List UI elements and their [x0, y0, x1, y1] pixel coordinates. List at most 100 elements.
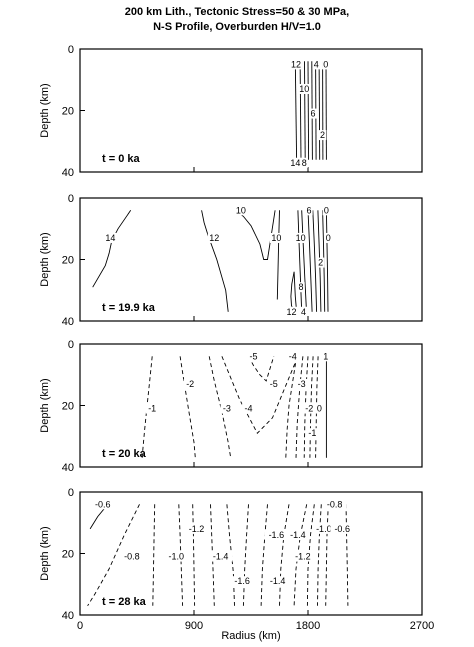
contour-label-bg: [291, 551, 315, 562]
contour-label: -1.4: [290, 530, 306, 540]
contour-line: [235, 209, 276, 260]
contour-line: [306, 504, 315, 606]
contour-line: [299, 61, 302, 160]
contour-line: [318, 61, 321, 160]
contour-label-bg: [208, 551, 233, 562]
contour-label: -1.4: [213, 552, 229, 562]
contour-line: [152, 504, 156, 606]
contour-label: -1.2: [189, 524, 205, 534]
contour-label-bg: [297, 83, 311, 94]
contour-line: [248, 356, 275, 382]
contour-line: [301, 210, 307, 312]
contour-line: [92, 210, 132, 288]
contour-label-bg: [145, 403, 159, 414]
contour-label-bg: [300, 157, 308, 168]
contour-label: -3: [223, 404, 231, 414]
contour-label: 12: [209, 233, 219, 243]
y-axis-label: Depth (km): [39, 378, 51, 432]
panel-time-label: t = 28 ka: [102, 596, 147, 608]
y-tick-label: 40: [62, 167, 74, 179]
contour-line: [221, 356, 299, 434]
contour-label: -1.2: [295, 552, 311, 562]
contour-line: [279, 504, 290, 606]
contour-label: 0: [323, 59, 328, 69]
panel-3: 0 20 40 Depth (km) -5 -4 1 -2 -5 -3 -1 -3 -4 -2 0 -1 t =…: [39, 339, 423, 474]
contour-label: -1: [148, 404, 156, 414]
contour-line: [276, 210, 280, 300]
contour-label: -1.6: [269, 530, 285, 540]
panel-time-label: t = 20 ka: [102, 448, 147, 460]
contour-label: 8: [299, 282, 304, 292]
contour-label: 14: [105, 233, 115, 243]
contour-label-bg: [247, 351, 260, 362]
contour-line: [192, 504, 196, 606]
contour-label-bg: [264, 530, 289, 541]
contour-label: -4: [289, 351, 297, 361]
contour-label-bg: [322, 205, 331, 216]
figure-title-line2: N-S Profile, Overburden H/V=1.0: [153, 21, 321, 33]
contour-label: -1.0: [169, 552, 185, 562]
contour-label-bg: [297, 282, 305, 293]
y-axis-label: Depth (km): [39, 526, 51, 580]
contour-label-bg: [220, 403, 234, 414]
contour-line: [307, 210, 313, 312]
y-tick-label: 40: [62, 316, 74, 328]
contour-label-bg: [322, 499, 347, 510]
y-tick-label: 20: [62, 255, 74, 267]
y-tick-label: 40: [62, 610, 74, 622]
contour-label-bg: [309, 108, 317, 119]
contour-label: 10: [299, 84, 309, 94]
contour-label-bg: [288, 157, 302, 168]
contour-label: 0: [326, 233, 331, 243]
contour-label-bg: [164, 551, 189, 562]
y-tick-label: 20: [62, 549, 74, 561]
contour-label: -2: [186, 379, 194, 389]
contour-label: 10: [236, 205, 246, 215]
contour-line: [312, 210, 318, 312]
y-tick-label: 40: [62, 462, 74, 474]
contour-line: [295, 356, 304, 458]
panel-time-label: t = 0 ka: [102, 153, 140, 165]
contour-label: -0.8: [124, 552, 140, 562]
x-axis-label: Radius (km): [221, 630, 280, 642]
contour-label: 4: [314, 59, 319, 69]
x-tick-label: 1800: [296, 620, 320, 632]
contour-label-bg: [318, 130, 327, 141]
contour-label-bg: [299, 306, 308, 317]
contour-line: [325, 504, 329, 606]
contour-label: 10: [296, 233, 306, 243]
contour-line: [87, 504, 140, 607]
contour-label-bg: [324, 232, 332, 243]
contour-line: [304, 61, 306, 160]
contour-label-bg: [294, 232, 308, 243]
contour-label: 8: [302, 158, 307, 168]
contour-label: 2: [318, 258, 323, 268]
contour-label-bg: [316, 257, 325, 268]
contour-label: 2: [320, 130, 325, 140]
y-axis-label: Depth (km): [39, 83, 51, 137]
x-tick-label: 0: [77, 620, 83, 632]
contour-line: [210, 504, 215, 606]
contour-line: [260, 504, 268, 606]
figure-title-line1: 200 km Lith., Tectonic Stress=50 & 30 MP…: [125, 6, 349, 18]
contour-label: 6: [307, 205, 312, 215]
contour-label-bg: [286, 351, 300, 362]
contour-line: [293, 271, 298, 312]
y-axis-label: Depth (km): [39, 232, 51, 286]
contour-label-bg: [265, 576, 290, 587]
contour-label-bg: [305, 205, 313, 216]
contour-line: [242, 504, 249, 606]
contour-label: 4: [301, 307, 306, 317]
contour-label: -5: [250, 351, 258, 361]
contour-line: [285, 356, 298, 458]
contour-label: -0.8: [327, 499, 343, 509]
contour-label-bg: [230, 576, 254, 587]
y-tick-label: 0: [68, 193, 74, 205]
contour-label-bg: [269, 232, 283, 243]
y-tick-label: 20: [62, 401, 74, 413]
panel-2: 0 20 40 Depth (km) 14 10 12 10 6 0 10 0 2 8 12 4 t = 19.…: [39, 193, 423, 328]
contour-label-bg: [91, 499, 115, 510]
contour-label: -0.6: [95, 499, 111, 509]
contour-label-bg: [285, 306, 298, 317]
contour-line: [317, 504, 322, 606]
